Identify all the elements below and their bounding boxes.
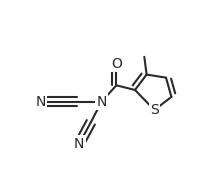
- Text: S: S: [150, 103, 159, 117]
- Text: N: N: [74, 137, 84, 151]
- Text: N: N: [35, 95, 46, 109]
- Text: N: N: [96, 95, 107, 109]
- Text: O: O: [111, 57, 122, 71]
